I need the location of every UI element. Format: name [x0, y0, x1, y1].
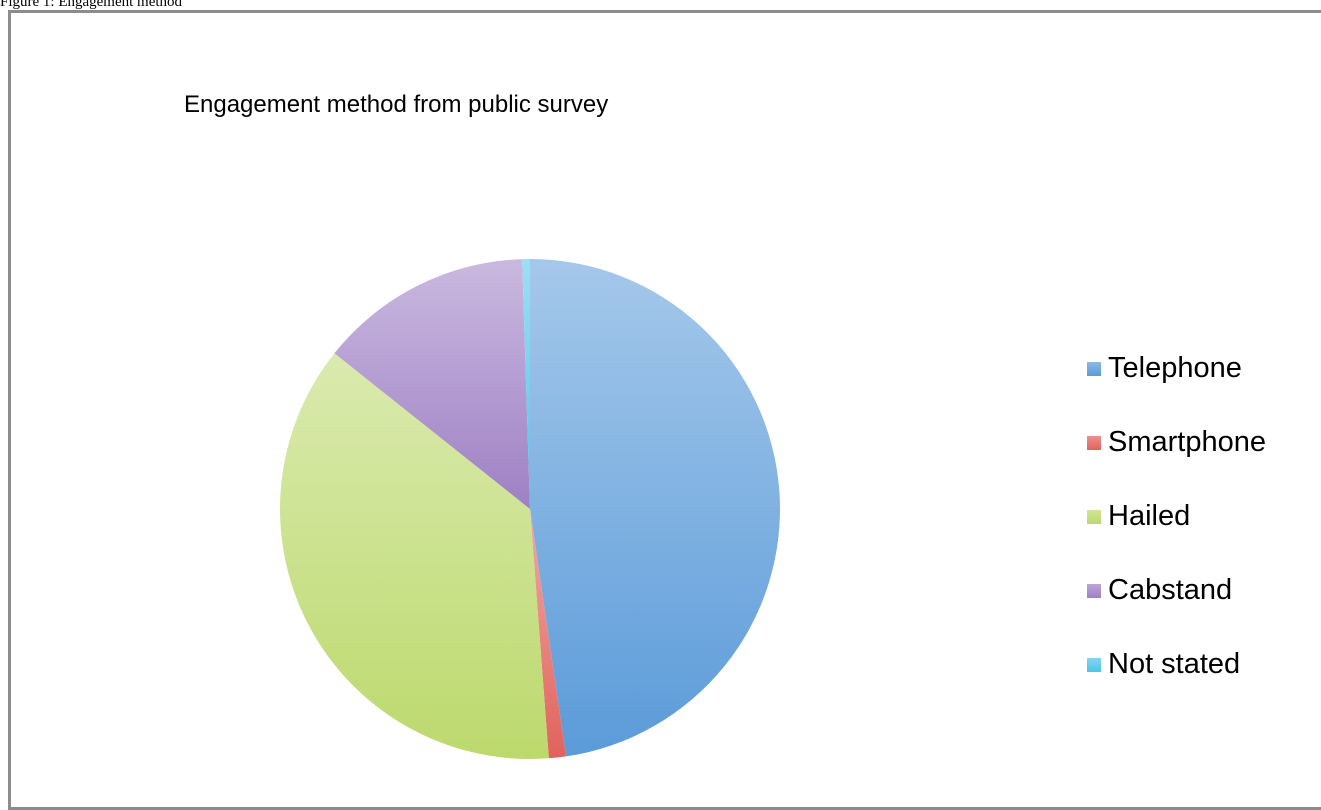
legend-swatch — [1087, 362, 1101, 376]
pie-slice-hailed — [280, 353, 549, 760]
legend-swatch — [1087, 436, 1101, 450]
legend-label: Telephone — [1108, 352, 1242, 384]
legend-label: Cabstand — [1108, 574, 1233, 606]
pie-slice-smartphone — [530, 509, 567, 759]
pie-slice-telephone — [530, 259, 781, 757]
legend-label: Smartphone — [1108, 426, 1266, 458]
figure-caption: Figure 1: Engagement method — [0, 0, 183, 10]
pie-chart — [280, 259, 781, 760]
legend-swatch — [1087, 584, 1101, 598]
chart-frame: Engagement method from public survey Tel… — [8, 10, 1321, 810]
legend-label: Hailed — [1108, 500, 1191, 532]
legend-label: Not stated — [1108, 648, 1241, 680]
pie-slice-not-stated — [522, 259, 530, 509]
pie-slice-cabstand — [334, 259, 530, 509]
legend-swatch — [1087, 658, 1101, 672]
chart-title: Engagement method from public survey — [184, 91, 609, 118]
legend-swatch — [1087, 510, 1101, 524]
